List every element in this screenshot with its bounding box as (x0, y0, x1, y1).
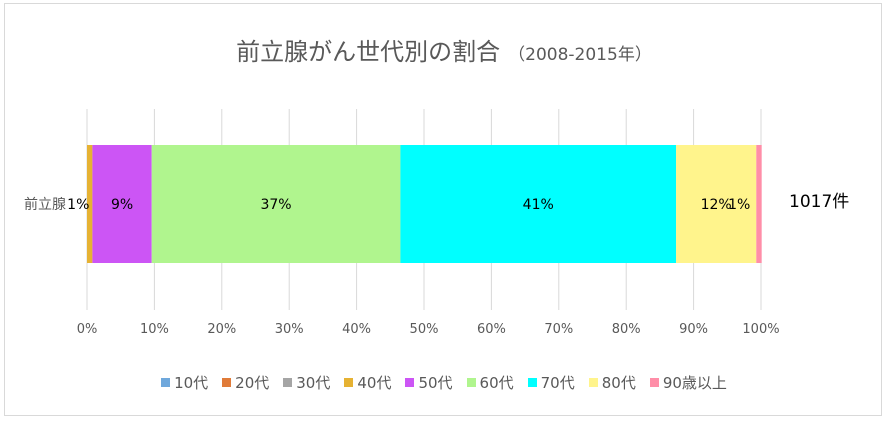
legend-swatch (649, 378, 659, 387)
bar-segment (756, 145, 762, 263)
bar-segment (87, 145, 93, 263)
bar-segment (400, 145, 677, 263)
legend-item: 30代 (283, 372, 330, 393)
x-tick-label: 20% (207, 322, 236, 337)
bar-segment (151, 145, 401, 263)
legend-item: 10代 (161, 372, 208, 393)
x-tick-label: 40% (342, 322, 371, 337)
chart-frame: 前立腺がん世代別の割合 （2008-2015年） 0% 10% 20% 30% 40% 50… (4, 3, 882, 416)
legend-item: 70代 (527, 372, 575, 393)
bar-segment (92, 145, 152, 263)
chart-subtitle: （2008-2015年） (508, 45, 652, 65)
x-tick-label: 50% (410, 322, 439, 337)
legend-swatch (161, 378, 171, 387)
legend-label: 40代 (357, 374, 392, 392)
legend-swatch (344, 378, 354, 387)
data-label: 12% (701, 197, 732, 213)
legend-swatch (466, 378, 476, 387)
x-tick-label: 60% (477, 322, 506, 337)
x-tick-label: 30% (275, 322, 304, 337)
chart-legend: 10代 20代 30代 40代 50代 60代 70代 80代 90歳以上 (5, 372, 883, 393)
x-tick-label: 0% (77, 322, 98, 337)
bar-segment (676, 145, 757, 263)
data-label: 1% (67, 197, 89, 213)
bar-chart: 0% 10% 20% 30% 40% 50% 60% 70% 80% 90% 100%前立腺 1% 9%… (24, 109, 849, 337)
legend-label: 80代 (601, 374, 636, 392)
legend-swatch (283, 378, 293, 387)
legend-label: 30代 (296, 374, 331, 392)
category-label: 前立腺 (24, 196, 66, 213)
chart-title: 前立腺がん世代別の割合 (236, 38, 501, 66)
legend-label: 50代 (418, 374, 453, 392)
data-label: 9% (111, 197, 133, 213)
legend-item: 90歳以上 (649, 372, 727, 393)
legend-item: 40代 (344, 372, 391, 393)
data-label: 1% (728, 197, 750, 213)
legend-item: 80代 (588, 372, 636, 393)
legend-label: 20代 (235, 374, 270, 392)
legend-swatch (588, 378, 598, 387)
legend-label: 70代 (540, 374, 575, 392)
legend-label: 90歳以上 (662, 374, 727, 392)
x-tick-label: 10% (140, 322, 169, 337)
legend-swatch (222, 378, 232, 387)
legend-swatch (405, 378, 415, 387)
data-label: 37% (260, 197, 291, 213)
x-tick-label: 70% (544, 322, 573, 337)
legend-label: 60代 (479, 374, 514, 392)
chart-title-block: 前立腺がん世代別の割合 （2008-2015年） (5, 32, 883, 67)
data-label: 41% (523, 197, 554, 213)
legend-label: 10代 (174, 374, 209, 392)
x-tick-label: 80% (612, 322, 641, 337)
legend-item: 50代 (405, 372, 453, 393)
x-tick-label: 100% (742, 322, 779, 337)
x-tick-label: 90% (679, 322, 708, 337)
legend-item: 60代 (466, 372, 514, 393)
total-count-annotation: 1017件 (789, 192, 849, 212)
legend-item: 20代 (222, 372, 269, 393)
legend-swatch (527, 378, 537, 387)
